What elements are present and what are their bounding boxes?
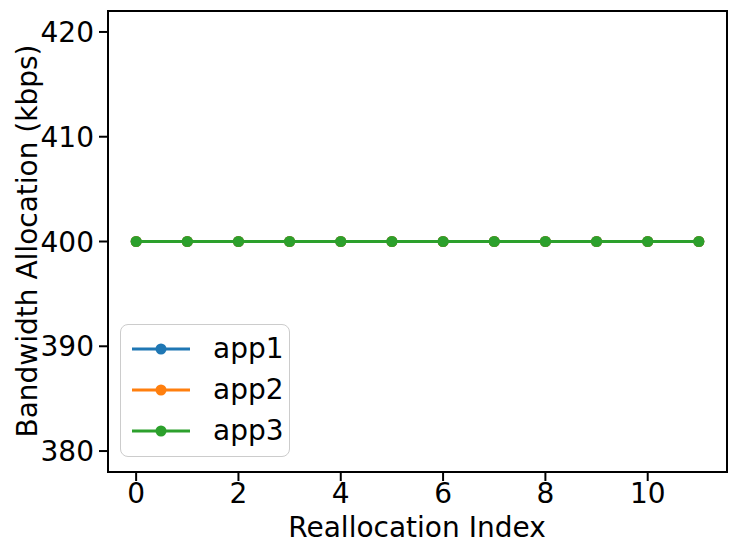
- data-point-app3: [386, 236, 397, 247]
- legend-label: app2: [213, 376, 284, 404]
- data-point-app3: [335, 236, 346, 247]
- line-chart: 0 2 4 6 8 10 380 390 400 410 420: [0, 0, 736, 553]
- y-tick-label: 390: [41, 330, 94, 363]
- x-tick-label: 6: [434, 477, 452, 510]
- x-tick-label: 4: [332, 477, 350, 510]
- data-point-app3: [182, 236, 193, 247]
- y-tick-label: 400: [41, 226, 94, 259]
- data-point-app3: [131, 236, 142, 247]
- legend-label: app1: [213, 335, 284, 363]
- legend-entry-app1: app1: [132, 335, 289, 363]
- legend-line-sample: [132, 342, 190, 355]
- legend-entry-app3: app3: [132, 417, 289, 445]
- y-tick-label: 420: [41, 16, 94, 49]
- legend-marker-dot: [156, 343, 167, 354]
- data-point-app3: [233, 236, 244, 247]
- figure: 0 2 4 6 8 10 380 390 400 410 420 Bandwidth Allocat…: [0, 0, 736, 553]
- legend-label: app3: [213, 417, 284, 445]
- y-tick-label: 410: [41, 121, 94, 154]
- x-axis-label: Reallocation Index: [288, 511, 545, 544]
- legend-line-sample: [132, 424, 190, 437]
- data-point-app3: [540, 236, 551, 247]
- x-tick-label: 10: [630, 477, 666, 510]
- data-point-app3: [438, 236, 449, 247]
- x-tick-label: 0: [127, 477, 145, 510]
- data-point-app3: [284, 236, 295, 247]
- data-point-app3: [591, 236, 602, 247]
- y-tick-label: 380: [41, 435, 94, 468]
- y-axis-label: Bandwidth Allocation (kbps): [11, 44, 44, 437]
- legend-marker-dot: [156, 425, 167, 436]
- x-tick-label: 8: [536, 477, 554, 510]
- data-point-app3: [489, 236, 500, 247]
- legend-marker-dot: [156, 384, 167, 395]
- x-tick-label: 2: [230, 477, 248, 510]
- legend-entry-app2: app2: [132, 376, 289, 404]
- legend-line-sample: [132, 383, 190, 396]
- data-point-app3: [693, 236, 704, 247]
- data-point-app3: [642, 236, 653, 247]
- legend: app1 app2 app3: [120, 324, 290, 457]
